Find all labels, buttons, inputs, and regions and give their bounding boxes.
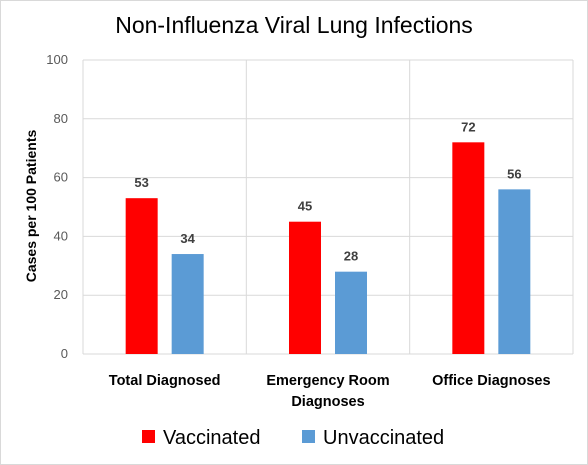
y-tick-label: 60 bbox=[54, 170, 68, 185]
plot-area: 0 20 40 60 80 100 53 34 Total Diagnosed 45 28 Emerg… bbox=[46, 52, 574, 410]
x-tick-label: Total Diagnosed bbox=[109, 373, 221, 389]
data-label: 72 bbox=[461, 119, 475, 134]
legend-swatch bbox=[142, 430, 155, 443]
y-tick-label: 20 bbox=[54, 287, 68, 302]
y-tick-label: 40 bbox=[54, 228, 68, 243]
bar bbox=[289, 221, 321, 354]
chart-title: Non-Influenza Viral Lung Infections bbox=[115, 12, 473, 38]
bar bbox=[335, 271, 367, 354]
data-label: 34 bbox=[180, 231, 195, 246]
y-tick-label: 80 bbox=[54, 111, 68, 126]
data-label: 45 bbox=[298, 199, 312, 214]
data-label: 56 bbox=[507, 166, 521, 181]
data-label: 28 bbox=[344, 249, 358, 264]
y-axis-label: Cases per 100 Patients bbox=[23, 130, 39, 283]
y-tick-label: 100 bbox=[46, 52, 68, 67]
x-tick-label: Office Diagnoses bbox=[432, 373, 550, 389]
bar bbox=[452, 142, 485, 354]
bar bbox=[171, 254, 204, 354]
x-tick-label: Emergency Room Diagnoses bbox=[266, 373, 389, 410]
data-label: 53 bbox=[134, 175, 148, 190]
legend-swatch bbox=[302, 430, 315, 443]
legend: Vaccinated Unvaccinated bbox=[142, 427, 444, 449]
legend-label: Vaccinated bbox=[163, 427, 260, 449]
y-tick-label: 0 bbox=[61, 346, 68, 361]
legend-label: Unvaccinated bbox=[323, 427, 444, 449]
bar bbox=[498, 189, 531, 354]
bar bbox=[125, 198, 158, 354]
